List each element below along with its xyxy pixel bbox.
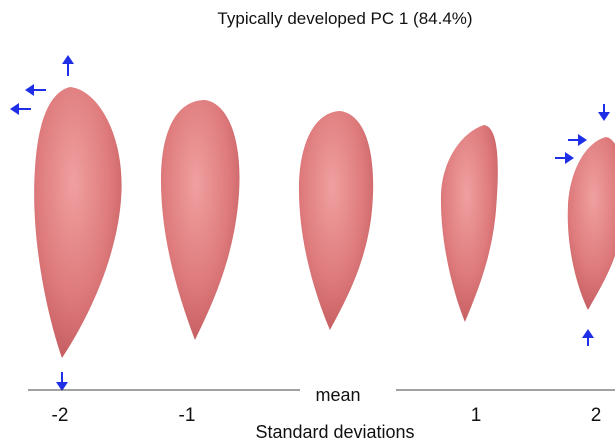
shape-minus1: [161, 100, 240, 340]
axis-label: Standard deviations: [255, 422, 414, 441]
tick-label: mean: [315, 385, 360, 405]
shapes: [34, 87, 615, 358]
figure: Typically developed PC 1 (84.4%) -2 -1 m…: [0, 0, 615, 441]
tick-label: 1: [471, 405, 482, 426]
title: Typically developed PC 1 (84.4%): [217, 9, 472, 28]
shape-mean: [299, 111, 373, 330]
tick-label: -1: [179, 405, 196, 426]
tick-label: 2: [591, 405, 602, 426]
shape-plus2: [568, 137, 615, 310]
shape-plus1: [441, 125, 498, 322]
page: Typically developed PC 1 (84.4%) -2 -1 m…: [0, 0, 615, 441]
tick-label: -2: [52, 405, 69, 426]
shape-minus2: [34, 87, 121, 358]
